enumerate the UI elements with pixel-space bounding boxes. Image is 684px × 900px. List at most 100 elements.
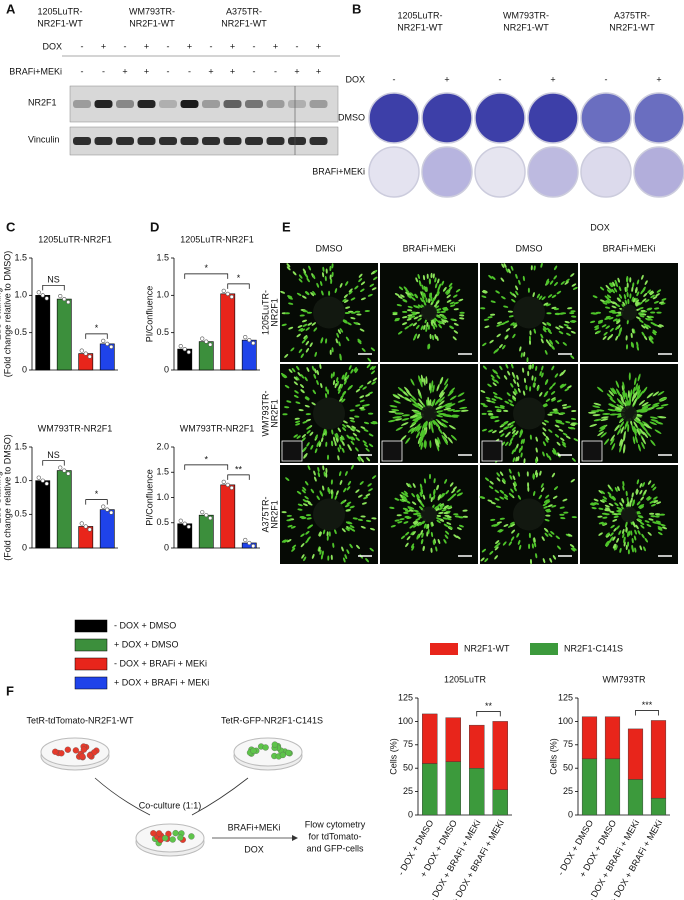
cell-spot: [616, 320, 621, 324]
cell-spot: [294, 390, 299, 394]
cell-spot: [646, 496, 651, 500]
cell-spot: [515, 430, 519, 436]
cell-spot: [571, 457, 576, 462]
cell-spot: [632, 436, 636, 445]
y-tick-label: 0.5: [14, 327, 27, 337]
cell-spot: [494, 544, 499, 549]
cell-spot: [616, 404, 624, 410]
cell-spot: [632, 392, 636, 401]
cell-spot: [291, 367, 296, 373]
cell-spot: [447, 437, 453, 444]
cell-spot: [610, 434, 615, 442]
cell-spot: [394, 519, 400, 522]
cell-spot: [311, 365, 315, 371]
cell-spot: [280, 290, 286, 294]
cell-spot: [330, 554, 333, 560]
cell-spot: [553, 308, 560, 311]
cell-spot: [452, 486, 457, 491]
cell-spot: [510, 523, 516, 527]
cell-spot: [505, 433, 510, 438]
legend-label: NR2F1-WT: [464, 643, 510, 653]
cell-spot: [355, 429, 361, 433]
cell-spot: [533, 490, 536, 497]
bar-segment: [627, 779, 644, 816]
cell-spot: [608, 287, 613, 293]
cell-line-header: WM793TR-: [129, 6, 175, 16]
blot-band: [159, 100, 177, 108]
cell-spot: [541, 536, 545, 541]
replicate-dot: [40, 293, 45, 298]
y-tick-label: 1.0: [156, 492, 169, 502]
cell-spot: [330, 489, 333, 495]
replicate-dot: [109, 510, 114, 515]
cell-spot: [533, 537, 536, 543]
cell-spot: [284, 384, 290, 389]
y-tick-label: 1.0: [156, 290, 169, 300]
cell-spot: [406, 516, 412, 519]
cell-spot: [454, 515, 460, 518]
cell-spot: [302, 295, 307, 299]
cell-spot: [533, 265, 536, 271]
cell-spot: [307, 465, 311, 471]
cell-spot: [342, 390, 346, 396]
blot-band: [94, 137, 113, 145]
y-tick-label: 0.5: [156, 517, 169, 527]
cell-spot: [513, 447, 517, 453]
cell-spot: [433, 505, 438, 510]
cell-spot: [560, 281, 565, 285]
cell-spot: [499, 517, 505, 520]
cell-spot: [544, 349, 548, 355]
cell-spot: [503, 524, 509, 527]
cell-spot: [438, 324, 442, 329]
cell-spot: [625, 344, 629, 350]
cell-spot: [526, 357, 529, 363]
cell-spot: [619, 502, 623, 507]
cell-spot: [526, 471, 529, 477]
cell-spot: [635, 512, 641, 515]
cell-spot: [431, 398, 436, 407]
cell-spot: [355, 447, 359, 452]
cell-spot: [346, 501, 352, 505]
sign: +: [144, 41, 149, 51]
cell-spot: [569, 544, 575, 548]
cell-spot: [321, 290, 324, 296]
cell-spot: [304, 376, 308, 382]
cell-spot: [344, 504, 350, 508]
cell-spot: [618, 530, 622, 535]
sign: -: [253, 66, 256, 76]
cell-spot: [500, 277, 505, 282]
cell-spot: [602, 516, 608, 519]
cell-spot: [309, 342, 313, 348]
cell-spot: [343, 420, 348, 424]
cell-spot: [452, 409, 461, 413]
blot-band: [73, 137, 91, 145]
cell-spot: [339, 355, 342, 361]
cell-spot: [485, 477, 490, 482]
cell-spot: [560, 517, 566, 520]
cell-spot: [643, 546, 646, 552]
cell-spot: [290, 526, 296, 529]
cell-spot: [406, 390, 413, 397]
cell-spot: [516, 382, 520, 388]
cell-spot: [554, 313, 560, 316]
cell-spot: [299, 515, 305, 519]
cell-spot: [401, 498, 407, 502]
sign: +: [316, 66, 321, 76]
replicate-dot: [247, 540, 252, 546]
cell-spot: [533, 328, 537, 334]
cell-spot: [542, 558, 546, 564]
cell-spot: [354, 285, 359, 290]
cell-spot: [312, 274, 316, 280]
cell-spot: [308, 265, 311, 271]
cell-spot: [364, 309, 370, 313]
sign: +: [101, 41, 106, 51]
cell-spot: [360, 297, 366, 301]
cell-spot: [312, 389, 316, 395]
legend-swatch: [74, 638, 108, 652]
cell-spot: [492, 392, 498, 396]
cell-spot: [635, 524, 639, 530]
column-label: DMSO: [516, 243, 543, 253]
cell-spot: [327, 555, 330, 561]
cell-spot: [304, 397, 310, 401]
cell-spot: [522, 438, 525, 444]
